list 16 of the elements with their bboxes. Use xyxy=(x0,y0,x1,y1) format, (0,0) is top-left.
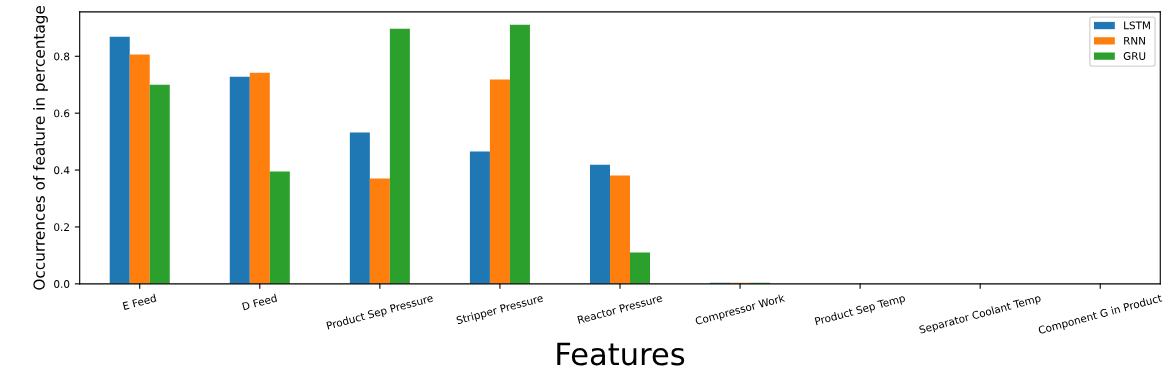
x-axis-title: Features xyxy=(557,342,685,366)
y-tick-label: 0.0 xyxy=(54,280,70,288)
y-tick-label: 0.6 xyxy=(54,109,70,118)
legend-label: LSTM xyxy=(1124,21,1150,30)
y-tick-label: 0.8 xyxy=(54,52,70,61)
x-tick-label: D Feed xyxy=(242,293,278,311)
legend-label: RNN xyxy=(1124,36,1145,45)
y-tick-label: 0.4 xyxy=(54,166,70,175)
x-tick-label: E Feed xyxy=(122,293,157,311)
x-tick-label: Product Sep Pressure xyxy=(326,293,434,332)
y-tick-label: 0.2 xyxy=(54,223,69,232)
x-tick-label: Reactor Pressure xyxy=(577,294,663,324)
y-axis-title: Occurrences of feature in percentage xyxy=(33,5,48,290)
x-tick-label: Stripper Pressure xyxy=(456,293,544,327)
x-tick-label: Product Sep Temp xyxy=(814,293,907,328)
legend-label: GRU xyxy=(1123,52,1146,60)
